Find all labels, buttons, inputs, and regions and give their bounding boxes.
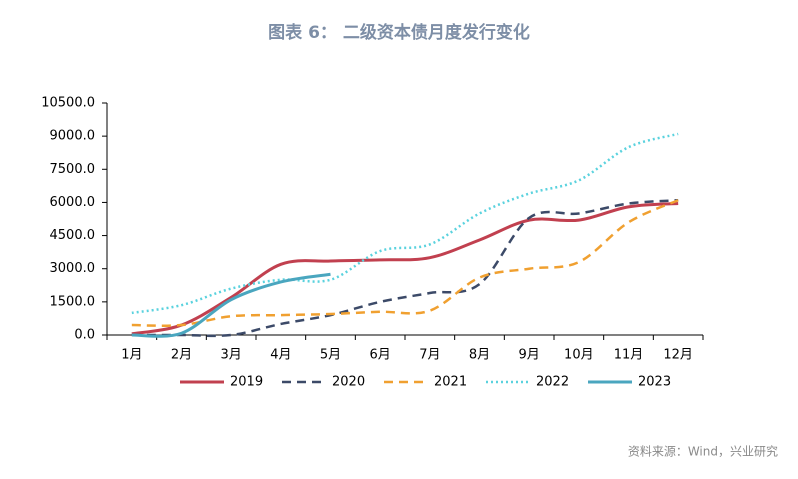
x-tick-label: 5月 xyxy=(320,348,341,363)
y-tick-label: 1500.0 xyxy=(50,294,96,309)
y-tick-label: 3000.0 xyxy=(50,261,96,276)
x-tick-label: 10月 xyxy=(564,348,594,363)
x-tick-label: 6月 xyxy=(370,348,391,363)
chart-title: 图表 6： 二级资本债月度发行变化 xyxy=(268,22,530,43)
y-tick-label: 9000.0 xyxy=(50,129,96,144)
y-tick-label: 7500.0 xyxy=(50,162,96,177)
x-tick-label: 3月 xyxy=(221,348,242,363)
x-tick-label: 7月 xyxy=(419,348,440,363)
x-tick-label: 11月 xyxy=(614,348,644,363)
x-tick-label: 1月 xyxy=(121,348,142,363)
y-tick-label: 4500.0 xyxy=(50,228,96,243)
series-line xyxy=(131,198,679,338)
legend-label: 2023 xyxy=(638,375,671,390)
y-tick-label: 10500.0 xyxy=(41,96,95,111)
series-line xyxy=(131,272,331,338)
x-tick-label: 4月 xyxy=(270,348,291,363)
series-line xyxy=(131,202,679,336)
y-tick-label: 0.0 xyxy=(74,328,95,343)
series-line xyxy=(131,199,679,327)
series-line xyxy=(131,132,679,315)
legend-label: 2022 xyxy=(536,375,569,390)
x-tick-label: 12月 xyxy=(663,348,693,363)
y-tick-label: 6000.0 xyxy=(50,195,96,210)
x-tick-label: 8月 xyxy=(469,348,490,363)
legend-label: 2021 xyxy=(434,375,467,390)
x-tick-label: 9月 xyxy=(519,348,540,363)
x-tick-label: 2月 xyxy=(171,348,192,363)
source-note: 资料来源：Wind，兴业研究 xyxy=(628,444,778,459)
legend-label: 2019 xyxy=(230,375,263,390)
legend-label: 2020 xyxy=(332,375,365,390)
